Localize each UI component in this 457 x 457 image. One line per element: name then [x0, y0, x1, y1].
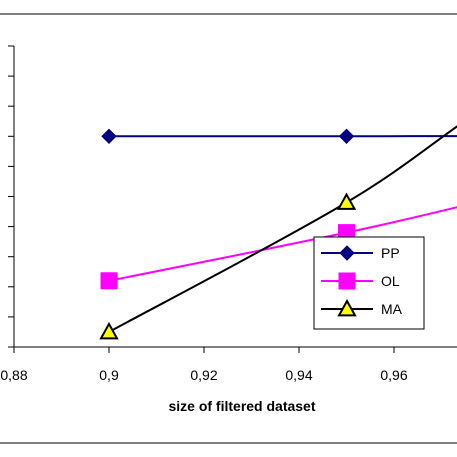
- x-tick-label: 0,88: [0, 367, 27, 383]
- legend-label-pp: PP: [381, 245, 400, 261]
- x-ticks: [13, 347, 395, 353]
- legend-items: PP OL MA: [321, 245, 403, 317]
- legend-marker-pp: [339, 245, 355, 261]
- x-tick-label: 0,96: [380, 367, 407, 383]
- x-tick-labels: 0,880,90,920,940,960,98: [0, 367, 407, 383]
- x-tick-label: 0,92: [190, 367, 217, 383]
- x-tick-label: 0,94: [285, 367, 312, 383]
- legend-box: [313, 236, 425, 330]
- legend: PP OL MA: [313, 236, 425, 330]
- x-tick-label: 0,9: [99, 367, 119, 383]
- legend-marker-ol: [338, 272, 356, 290]
- legend-label-ol: OL: [381, 273, 400, 289]
- series-markers: [99, 128, 357, 340]
- legend-label-ma: MA: [381, 301, 403, 317]
- series-line-ol: [108, 206, 457, 282]
- series-lines: [108, 125, 457, 333]
- series-point-ma: [336, 192, 357, 210]
- series-line-ma: [108, 125, 457, 333]
- x-axis-title: size of filtered dataset: [168, 398, 315, 414]
- legend-marker-ma: [337, 298, 357, 317]
- series-point-pp: [101, 128, 117, 145]
- series-line-pp: [109, 135, 457, 138]
- y-ticks: [8, 45, 14, 348]
- series-point-pp: [338, 128, 355, 145]
- series-point-ol: [100, 272, 118, 290]
- series-point-ma: [99, 321, 119, 340]
